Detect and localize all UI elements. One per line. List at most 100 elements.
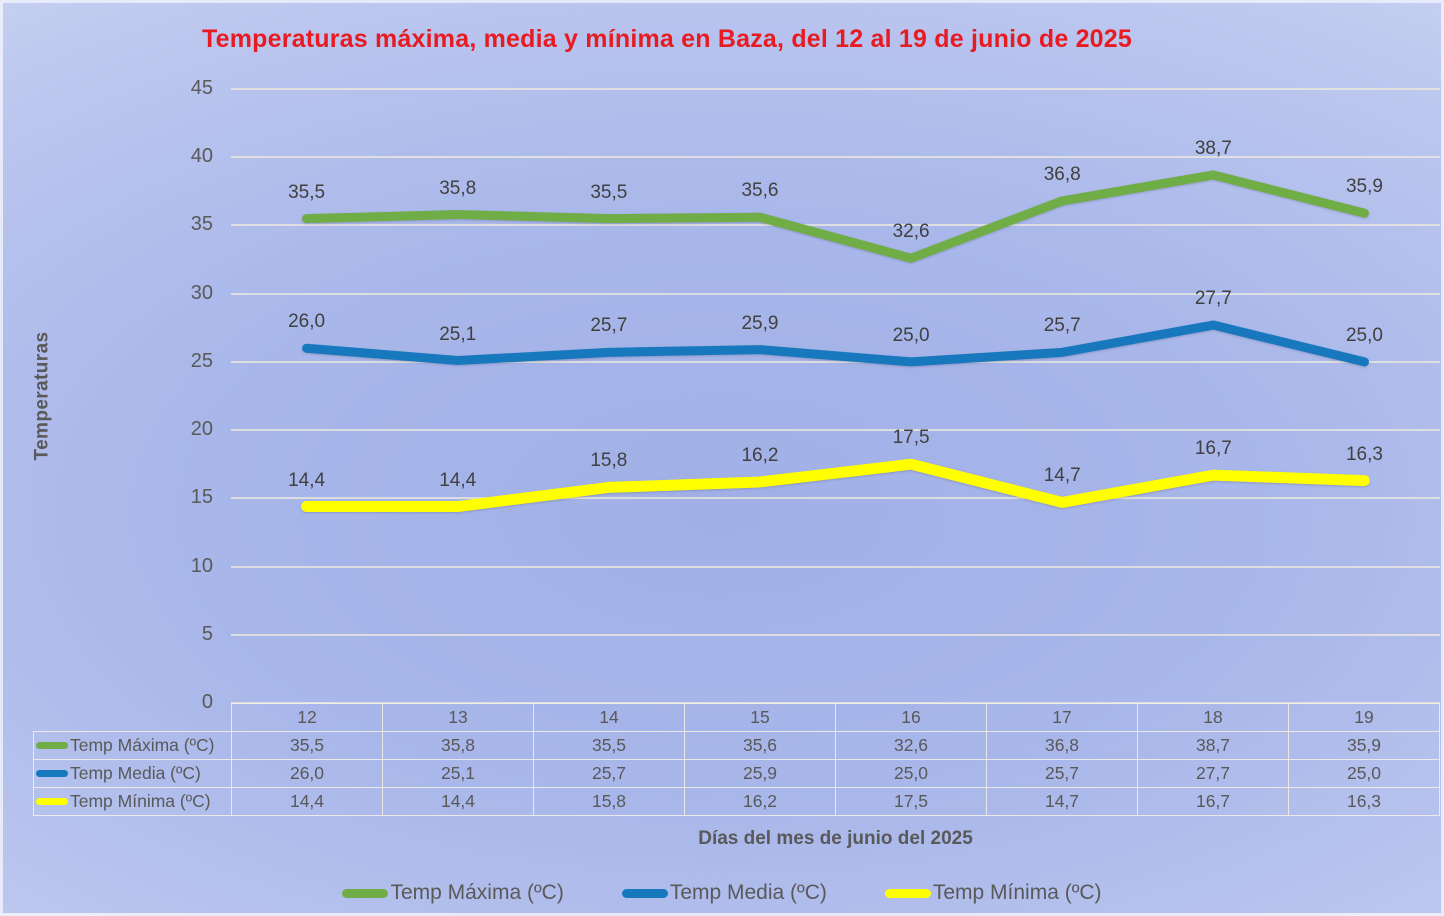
table-day-header: 18 [1137,703,1289,732]
series-key-swatch [36,797,68,805]
x-axis-title: Días del mes de junio del 2025 [698,828,973,849]
y-tick-label: 30 [190,281,213,304]
table-cell: 36,8 [986,731,1138,760]
y-tick-label: 15 [190,486,213,509]
table-cell: 14,4 [382,787,534,816]
series-key-swatch [36,769,68,777]
data-label: 38,7 [1194,137,1232,159]
data-label: 27,7 [1194,288,1232,310]
table-cell: 35,5 [533,731,685,760]
gridline [231,565,1440,568]
y-tick-label: 0 [201,691,213,713]
table-cell: 25,7 [986,759,1138,788]
legend-swatch [621,888,668,898]
y-tick-label: 20 [190,418,213,441]
data-label: 35,9 [1345,176,1383,198]
table-cell: 17,5 [835,787,987,816]
gridline [231,224,1440,227]
gridline [231,292,1440,295]
table-row-label: Temp Media (ºC) [33,759,232,788]
table-cell: 38,7 [1137,731,1289,760]
table-row-label: Temp Mínima (ºC) [33,787,232,816]
table-row: Temp Mínima (ºC) 14,4 14,4 15,8 16,2 17,5 14,7… [33,787,1440,816]
legend-item: Temp Mínima (ºC) [884,881,1102,905]
table-cell: 32,6 [835,731,987,760]
table-cell: 27,7 [1137,759,1289,788]
data-label: 35,5 [288,181,326,203]
data-label: 25,9 [741,312,779,334]
table-day-header: 12 [231,703,383,732]
series-key-swatch [36,741,68,749]
gridline [231,429,1440,432]
table-day-header: 16 [835,703,987,732]
table-cell: 16,3 [1288,787,1440,816]
table-cell: 14,4 [231,787,383,816]
data-label: 25,1 [439,323,477,345]
table-cell: 35,8 [382,731,534,760]
y-tick-label: 45 [190,77,213,99]
series-line [302,320,1369,367]
table-cell: 16,7 [1137,787,1289,816]
legend-swatch [342,888,389,898]
data-label: 14,7 [1043,465,1081,487]
table-cell: 16,2 [684,787,836,816]
gridline [231,360,1440,363]
data-label: 25,7 [590,315,628,337]
data-label: 26,0 [288,311,326,333]
plot-area: 35,5 35,8 35,5 35,6 32,6 36,8 38,7 35,9 26,0 25,1… [231,89,1440,703]
table-day-header: 17 [986,703,1138,732]
data-label: 15,8 [590,450,628,472]
table-cell: 35,5 [231,731,383,760]
data-label: 25,0 [892,324,930,346]
table-cell: 25,0 [835,759,987,788]
series-line [301,458,1370,513]
legend-item: Temp Media (ºC) [621,881,827,905]
table-cell: 26,0 [231,759,383,788]
data-label: 14,4 [439,469,477,491]
table-header-row: 12 13 14 15 16 17 18 19 [34,703,1440,732]
data-label: 35,6 [741,180,779,202]
table-row: Temp Máxima (ºC) 35,5 35,8 35,5 35,6 32,6 36,8… [33,731,1440,760]
table-row: Temp Media (ºC) 26,0 25,1 25,7 25,9 25,0 25,7 2… [33,759,1440,788]
series-line [302,170,1369,263]
table-cell: 14,7 [986,787,1138,816]
table-cell: 15,8 [533,787,685,816]
table-cell: 25,9 [684,759,836,788]
gridline [231,497,1440,500]
series-lines [301,170,1370,513]
table-cell: 25,7 [533,759,685,788]
data-label: 25,0 [1345,324,1383,346]
y-tick-label: 5 [201,622,213,645]
chart-title: Temperaturas máxima, media y mínima en B… [201,25,1132,53]
legend-label: Temp Media (ºC) [669,881,827,904]
gridline [231,633,1440,636]
table-day-header: 19 [1288,703,1440,732]
table-cell: 25,1 [382,759,534,788]
data-label: 35,5 [590,181,628,203]
y-tick-label: 10 [190,554,213,577]
data-label: 25,7 [1043,315,1081,337]
data-label: 32,6 [892,221,930,243]
legend-swatch [884,888,931,898]
data-table: 12 13 14 15 16 17 18 19 Temp Máxima (ºC) 35,5 35,8… [33,703,1440,816]
legend-label: Temp Máxima (ºC) [390,881,564,904]
data-label: 16,2 [741,444,779,466]
data-table-wrap: 12 13 14 15 16 17 18 19 Temp Máxima (ºC) 35,5 35,8… [33,703,1440,816]
gridline [231,156,1440,159]
table-corner-cell [34,704,232,732]
legend-label: Temp Mínima (ºC) [932,881,1102,904]
table-day-header: 14 [533,703,685,732]
data-label: 16,7 [1194,438,1232,460]
y-axis-ticks: 45 40 35 30 25 20 15 10 5 0 [3,77,219,713]
data-label: 16,3 [1345,443,1383,465]
legend-item: Temp Máxima (ºC) [342,881,564,905]
table-day-header: 15 [684,703,836,732]
table-cell: 25,0 [1288,759,1440,788]
data-label: 17,5 [892,427,930,449]
table-cell: 35,9 [1288,731,1440,760]
y-tick-label: 25 [190,349,213,372]
gridline [231,88,1440,90]
data-label: 14,4 [288,469,326,491]
y-tick-label: 40 [190,145,213,168]
